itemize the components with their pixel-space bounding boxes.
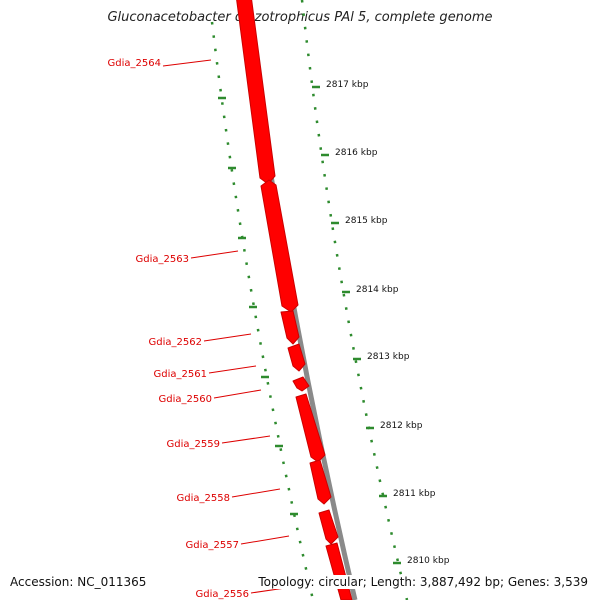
leader-line-gdia-2557 bbox=[240, 535, 290, 545]
outer-ruler-ticks bbox=[312, 85, 401, 565]
topology-info: Topology: circular; Length: 3,887,492 bp… bbox=[258, 575, 588, 589]
gene-arrow-gdia-2558[interactable] bbox=[309, 459, 332, 505]
gene-label-gdia-2556[interactable]: Gdia_2556 bbox=[196, 589, 249, 600]
ruler-label-2811: 2811 kbp bbox=[393, 489, 436, 499]
ruler-label-2814: 2814 kbp bbox=[356, 285, 399, 295]
accession-label: Accession: bbox=[10, 575, 74, 589]
gene-label-gdia-2559[interactable]: Gdia_2559 bbox=[167, 439, 220, 450]
inner-ruler-dotted bbox=[210, 21, 315, 600]
ruler-label-2815: 2815 kbp bbox=[345, 216, 388, 226]
outer-ruler-dotted bbox=[300, 0, 409, 600]
gene-arrow-gdia-2560[interactable] bbox=[292, 376, 310, 392]
gene-arrow-gdia-2559[interactable] bbox=[295, 393, 326, 463]
ruler-label-2813: 2813 kbp bbox=[367, 352, 410, 362]
leader-line-gdia-2564 bbox=[162, 59, 212, 67]
accession-value: NC_011365 bbox=[77, 575, 147, 589]
gene-arrow-gdia-2563[interactable] bbox=[260, 179, 299, 313]
gene-arrow-gdia-2564[interactable] bbox=[236, 0, 276, 185]
gene-arrow-gdia-2557[interactable] bbox=[318, 509, 339, 545]
ruler-labels: 2817 kbp 2816 kbp 2815 kbp 2814 kbp 2813… bbox=[326, 80, 450, 566]
gene-label-gdia-2561[interactable]: Gdia_2561 bbox=[154, 369, 207, 380]
leader-line-gdia-2560 bbox=[213, 389, 262, 399]
gene-label-gdia-2564[interactable]: Gdia_2564 bbox=[108, 58, 161, 69]
gene-leader-lines bbox=[162, 59, 300, 594]
leader-line-gdia-2558 bbox=[231, 488, 281, 498]
gene-arrow-gdia-2561[interactable] bbox=[287, 343, 306, 372]
accession-info: Accession: NC_011365 bbox=[10, 575, 147, 589]
leader-line-gdia-2559 bbox=[221, 435, 271, 444]
gene-label-gdia-2562[interactable]: Gdia_2562 bbox=[149, 337, 202, 348]
ruler-label-2817: 2817 kbp bbox=[326, 80, 369, 90]
gene-labels: Gdia_2564 Gdia_2563 Gdia_2562 Gdia_2561 … bbox=[108, 58, 249, 600]
ruler-label-2810: 2810 kbp bbox=[407, 556, 450, 566]
map-title: Gluconacetobacter diazotrophicus PAl 5, … bbox=[107, 10, 493, 25]
gene-arrow-gdia-2562[interactable] bbox=[280, 310, 300, 345]
leader-line-gdia-2562 bbox=[203, 333, 252, 342]
gene-arrows bbox=[236, 0, 353, 600]
gene-label-gdia-2557[interactable]: Gdia_2557 bbox=[186, 540, 239, 551]
gene-label-gdia-2558[interactable]: Gdia_2558 bbox=[177, 493, 230, 504]
gene-label-gdia-2563[interactable]: Gdia_2563 bbox=[136, 254, 189, 265]
ruler-label-2812: 2812 kbp bbox=[380, 421, 423, 431]
leader-line-gdia-2561 bbox=[208, 365, 257, 374]
ruler-label-2816: 2816 kbp bbox=[335, 148, 378, 158]
leader-line-gdia-2563 bbox=[190, 250, 239, 259]
gene-label-gdia-2560[interactable]: Gdia_2560 bbox=[159, 394, 212, 405]
